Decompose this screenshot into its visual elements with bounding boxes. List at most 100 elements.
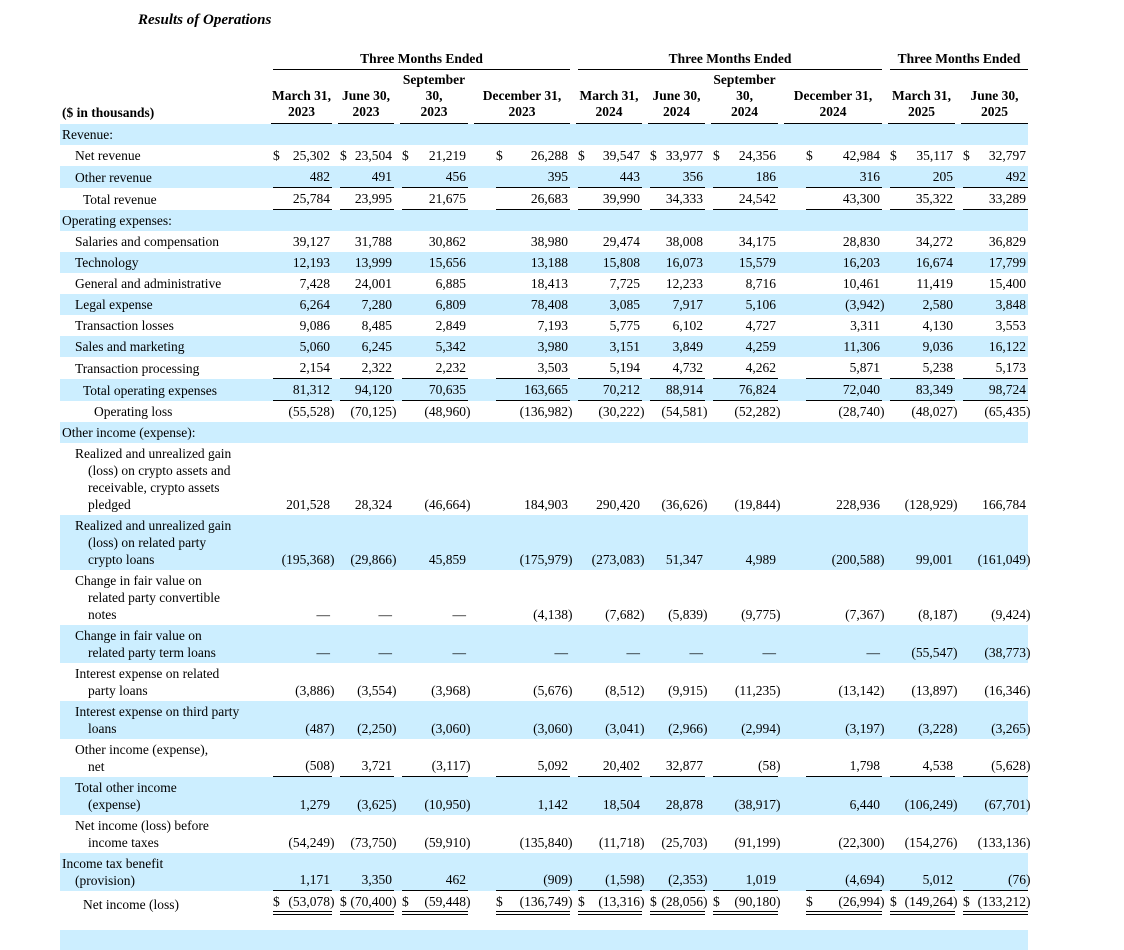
value-cell: 13,188 [468,252,570,273]
value-cell: 5,775 [570,315,642,336]
value-cell: 2,322 [332,357,394,379]
value-cell: (5,676) [468,680,573,701]
table-row: Sales and marketing 5,060 6,245 5,342 3,980 3… [60,336,1028,357]
value: 482 [309,169,330,184]
table-row: Other income (expense): [60,422,1028,443]
dollar-sign: $ [713,148,720,163]
value: 7,725 [609,276,640,291]
value: 5,173 [995,360,1026,375]
value-cell: (30,222) [570,401,644,422]
value-cell: 15,400 [955,273,1028,294]
value: 32,877 [665,758,703,773]
row-label: Income tax benefit (provision) [62,856,164,888]
value-cell: (11,718) [570,832,645,853]
value: (909) [543,872,573,887]
table-body: Revenue: Net revenue $25,302 $23,504 $21,219… [60,124,1031,915]
value: (4,694) [845,872,885,887]
value-cell: $35,117 [882,145,955,166]
value: — [762,645,777,660]
value: (55,547) [911,645,958,660]
value-cell: 3,311 [778,315,882,336]
value: (8,187) [918,607,958,622]
value: 7,428 [299,276,330,291]
value-cell: (28,740) [778,401,884,422]
dollar-sign: $ [496,894,503,909]
value: (13,316) [598,894,645,909]
table-row: Net revenue $25,302 $23,504 $21,219 $26,288 $… [60,145,1028,166]
value: 456 [445,169,466,184]
value-cell: (1,598) [570,869,645,891]
value-cell: 13,999 [332,252,394,273]
value-cell: 462 [394,869,468,891]
value-cell: 30,862 [394,231,468,252]
value-cell: 6,885 [394,273,468,294]
value-cell: 290,420 [570,494,642,515]
value: 28,324 [354,497,392,512]
value: 3,980 [537,339,568,354]
row-label: Operating loss [94,404,173,419]
value: 39,127 [292,234,330,249]
column-header: September 30, 2023 [394,70,468,124]
value: (4,138) [533,607,573,622]
value-cell: (909) [468,869,573,891]
value-cell: 491 [332,166,394,188]
table-group-header-row: Three Months Ended Three Months Ended Thre… [60,51,1028,70]
value-cell: 3,085 [570,294,642,315]
value-cell: 51,347 [642,549,705,570]
value-cell: 3,849 [642,336,705,357]
row-label: Net income (loss) [83,897,179,912]
column-header: June 30, 2025 [955,86,1028,124]
value: (5,676) [533,683,573,698]
value: 6,245 [361,339,392,354]
value-cell: (29,866) [332,549,396,570]
value-cell: — [332,642,394,663]
value: 3,311 [850,318,880,333]
table-row: Total operating expenses 81,312 94,120 70,6… [60,379,1028,401]
value-cell: 4,259 [705,336,778,357]
value-cell: 3,151 [570,336,642,357]
value: 184,903 [524,497,568,512]
value: (3,117) [431,758,471,773]
value-cell: (38,773) [955,642,1030,663]
value: 1,142 [537,797,568,812]
table-row: Transaction processing 2,154 2,322 2,232 3,5… [60,357,1028,379]
value: 2,322 [361,360,392,375]
row-label: Total operating expenses [83,383,218,398]
value-cell: (73,750) [332,832,396,853]
value: 4,130 [922,318,953,333]
value: 15,656 [428,255,466,270]
row-label: Operating expenses: [62,213,172,228]
column-header-label: December 31, 2024 [784,86,882,124]
value: 21,219 [428,148,466,163]
value: 166,784 [982,497,1026,512]
row-label: Revenue: [62,127,113,142]
value-cell: 316 [778,166,882,188]
value: 6,264 [299,297,330,312]
value-cell: 201,528 [265,494,332,515]
value-cell: 1,279 [265,794,332,815]
value: 3,085 [609,297,640,312]
value-cell: 32,877 [642,755,705,777]
value: (16,346) [984,683,1031,698]
value-cell: (11,235) [705,680,781,701]
value: (3,060) [533,721,573,736]
column-header-label: March 31, 2024 [576,86,642,124]
value-cell: 11,306 [778,336,882,357]
column-header-label: December 31, 2023 [474,86,570,124]
value: (195,368) [281,552,335,567]
value-cell: (67,701) [955,794,1030,815]
value-cell: 184,903 [468,494,570,515]
value-cell: 31,788 [332,231,394,252]
value: (52,282) [734,404,781,419]
value: 205 [932,169,953,184]
value: (161,049) [977,552,1031,567]
value-cell: 6,440 [778,794,882,815]
value-cell: (3,060) [394,718,470,739]
value: 31,788 [354,234,392,249]
value: (28,056) [661,894,708,909]
value-cell: — [778,642,882,663]
value-cell: $ (149,264) [882,891,958,915]
value-cell: (3,117) [394,755,471,777]
value: 17,799 [988,255,1026,270]
value-cell: (175,979) [468,549,573,570]
